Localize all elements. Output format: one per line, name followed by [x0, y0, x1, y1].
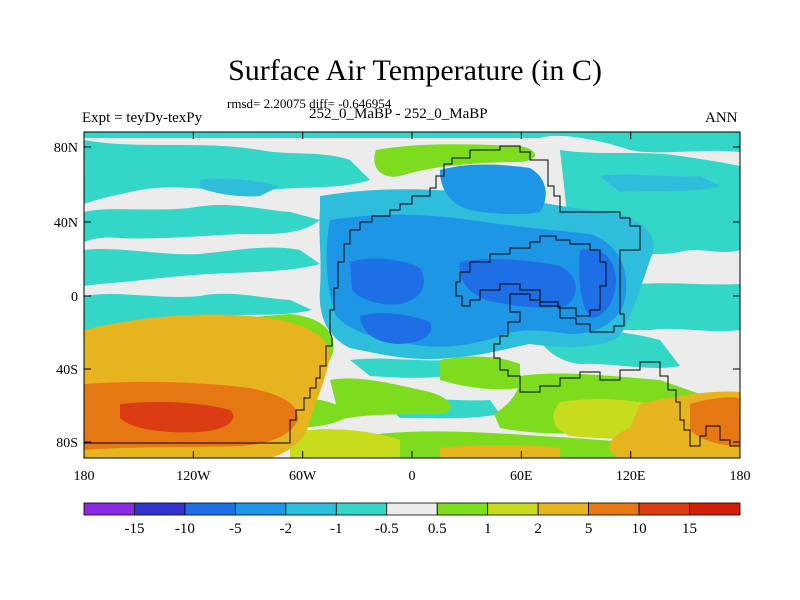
contour-strong-blue [350, 258, 424, 305]
contour-cyan [200, 178, 280, 197]
colorbar-swatch [285, 502, 337, 516]
colorbar-label: 10 [632, 521, 647, 537]
colorbar-label: 2 [534, 521, 542, 537]
colorbar-swatch [335, 502, 388, 516]
colorbar-swatch [134, 502, 186, 516]
pangea-coastline [84, 145, 740, 447]
lat-tick-label: 40S [56, 363, 78, 378]
colorbar-swatch [184, 502, 236, 516]
colorbar-label: -15 [124, 521, 144, 537]
plot-title: Surface Air Temperature (in C) [228, 54, 602, 87]
contour-medium-blue [440, 164, 546, 215]
colorbar-label: 0.5 [428, 521, 447, 537]
lat-tick-label: 80S [56, 436, 78, 451]
colorbar-label: -1 [330, 521, 343, 537]
contour-light-cyan [84, 247, 320, 286]
contour-orange [690, 397, 740, 446]
colorbar-label: 5 [585, 521, 593, 537]
colorbar-swatch [638, 502, 690, 516]
stats-subtitle: rmsd= 2.20075 diff= -0.646954 [227, 96, 392, 111]
colorbar-label: -0.5 [375, 521, 399, 537]
colorbar-label: -10 [175, 521, 195, 537]
contour-gold [440, 445, 560, 458]
contour-strong-blue [579, 249, 616, 318]
lat-tick-label: 80N [54, 141, 78, 156]
season-label: ANN [705, 110, 738, 126]
colorbar-label: 15 [682, 521, 697, 537]
contour-light-cyan [84, 132, 740, 153]
lon-tick-label: 180 [730, 469, 751, 484]
lon-tick-label: 180 [74, 469, 95, 484]
contour-green [374, 144, 535, 177]
colorbar: -15 -10 -5 -2 -1 -0.5 0.5 1 2 5 10 15 [83, 502, 741, 537]
continent-outline [84, 145, 740, 447]
contour-green [330, 378, 451, 420]
colorbar-swatch [83, 502, 135, 516]
contour-light-cyan [84, 204, 320, 242]
lat-tick-label: 0 [71, 290, 78, 305]
lon-tick-label: 120W [176, 469, 211, 484]
contour-strong-blue [459, 259, 576, 308]
contour-yellow-green [290, 429, 400, 458]
colorbar-swatch [537, 502, 590, 516]
period-label: 252_0_MaBP - 252_0_MaBP [309, 106, 488, 122]
contour-light-cyan [620, 283, 740, 332]
experiment-label: Expt = teyDy-texPy [82, 110, 203, 126]
contour-strong-blue [360, 313, 432, 344]
contour-field [84, 132, 740, 458]
contour-light-cyan [84, 140, 370, 204]
contour-red-orange [120, 402, 234, 433]
colorbar-swatch [386, 502, 438, 516]
colorbar-swatch [689, 502, 741, 516]
contour-green [360, 431, 660, 458]
tethys-inner-outline [455, 235, 607, 317]
lon-tick-label: 60W [289, 469, 317, 484]
colorbar-label: -2 [280, 521, 293, 537]
contour-cyan [600, 174, 720, 192]
lat-tick-label: 40N [54, 216, 78, 231]
colorbar-swatch [234, 502, 287, 516]
lon-tick-label: 60E [510, 469, 533, 484]
colorbar-swatch [487, 502, 539, 516]
lon-tick-label: 0 [409, 469, 416, 484]
lon-tick-label: 120E [616, 469, 646, 484]
colorbar-swatch [588, 502, 640, 516]
axes: 180 120W 60W 0 60E 120E 180 80N 40N 0 40S 80S [54, 132, 751, 484]
colorbar-swatch [436, 502, 489, 516]
colorbar-label: -5 [229, 521, 242, 537]
colorbar-label: 1 [484, 521, 492, 537]
